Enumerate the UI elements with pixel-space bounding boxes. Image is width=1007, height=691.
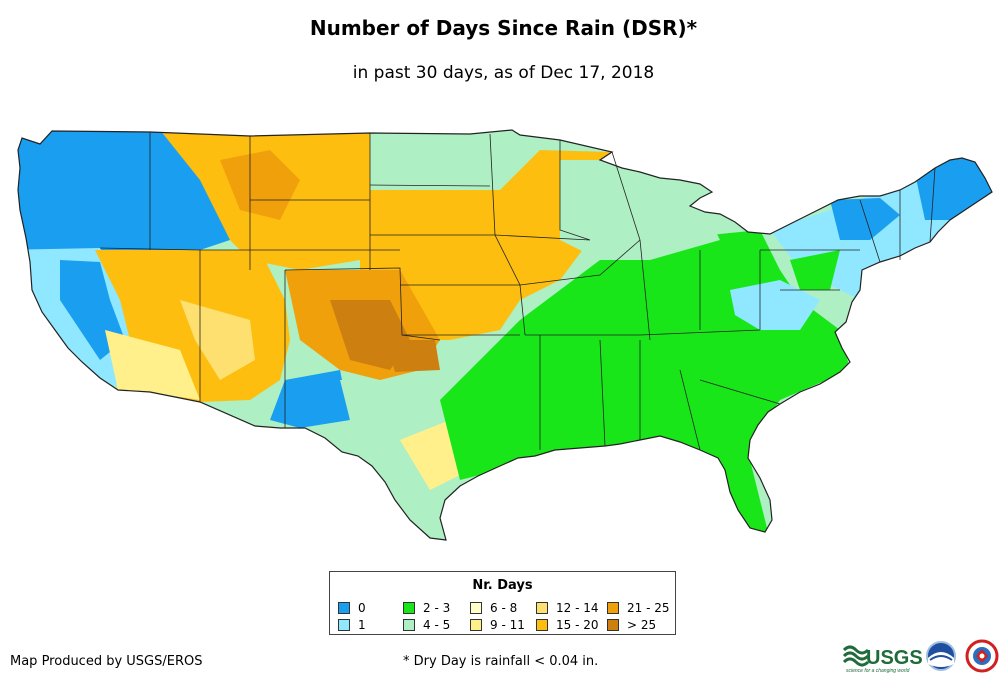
map-subtitle: in past 30 days, as of Dec 17, 2018 [352,63,655,83]
legend-swatch [470,619,482,631]
legend-title: Nr. Days [472,578,533,593]
legend-label: 2 - 3 [423,601,451,615]
legend-item-8: 21 - 25 [607,601,670,615]
usgs-logo-icon: USGS science for a changing world [842,645,923,674]
legend-item-0: 0 [338,601,366,615]
footnote-text: * Dry Day is rainfall < 0.04 in. [403,654,599,669]
legend-label: 9 - 11 [490,618,525,632]
legend-swatch [536,619,548,631]
legend-swatch [607,619,619,631]
legend-swatch [536,602,548,614]
legend-label: 0 [358,601,366,615]
agency-logos: USGS science for a changing world [842,639,999,674]
legend-swatch [338,619,350,631]
legend-swatch [470,602,482,614]
legend-item-1: 1 [338,618,366,632]
credit-text: Map Produced by USGS/EROS [10,654,203,669]
usgs-logo-text: USGS [866,647,923,669]
legend-item-7: 15 - 20 [536,618,599,632]
legend-label: 12 - 14 [556,601,599,615]
legend-item-5: 9 - 11 [470,618,525,632]
legend-swatch [403,602,415,614]
legend-swatch [607,602,619,614]
us-dsr-map [17,129,993,541]
legend-label: 4 - 5 [423,618,451,632]
legend-item-9: > 25 [607,618,656,632]
legend-label: > 25 [627,618,657,632]
legend-item-4: 6 - 8 [470,601,517,615]
legend-label: 6 - 8 [490,601,518,615]
legend-item-3: 4 - 5 [403,618,450,632]
legend-item-6: 12 - 14 [536,601,599,615]
legend-label: 1 [358,618,366,632]
noaa-logo-icon [926,641,956,671]
legend-label: 15 - 20 [556,618,599,632]
usgs-tagline: science for a changing world [846,668,910,674]
legend-item-2: 2 - 3 [403,601,450,615]
map-title: Number of Days Since Rain (DSR)* [309,16,698,40]
legend-swatch [403,619,415,631]
legend-label: 21 - 25 [627,601,670,615]
nws-logo-icon [965,639,999,673]
legend: Nr. Days 0 1 2 - 3 4 - 5 6 - 8 9 - 11 12… [329,571,676,635]
legend-swatch [338,602,350,614]
